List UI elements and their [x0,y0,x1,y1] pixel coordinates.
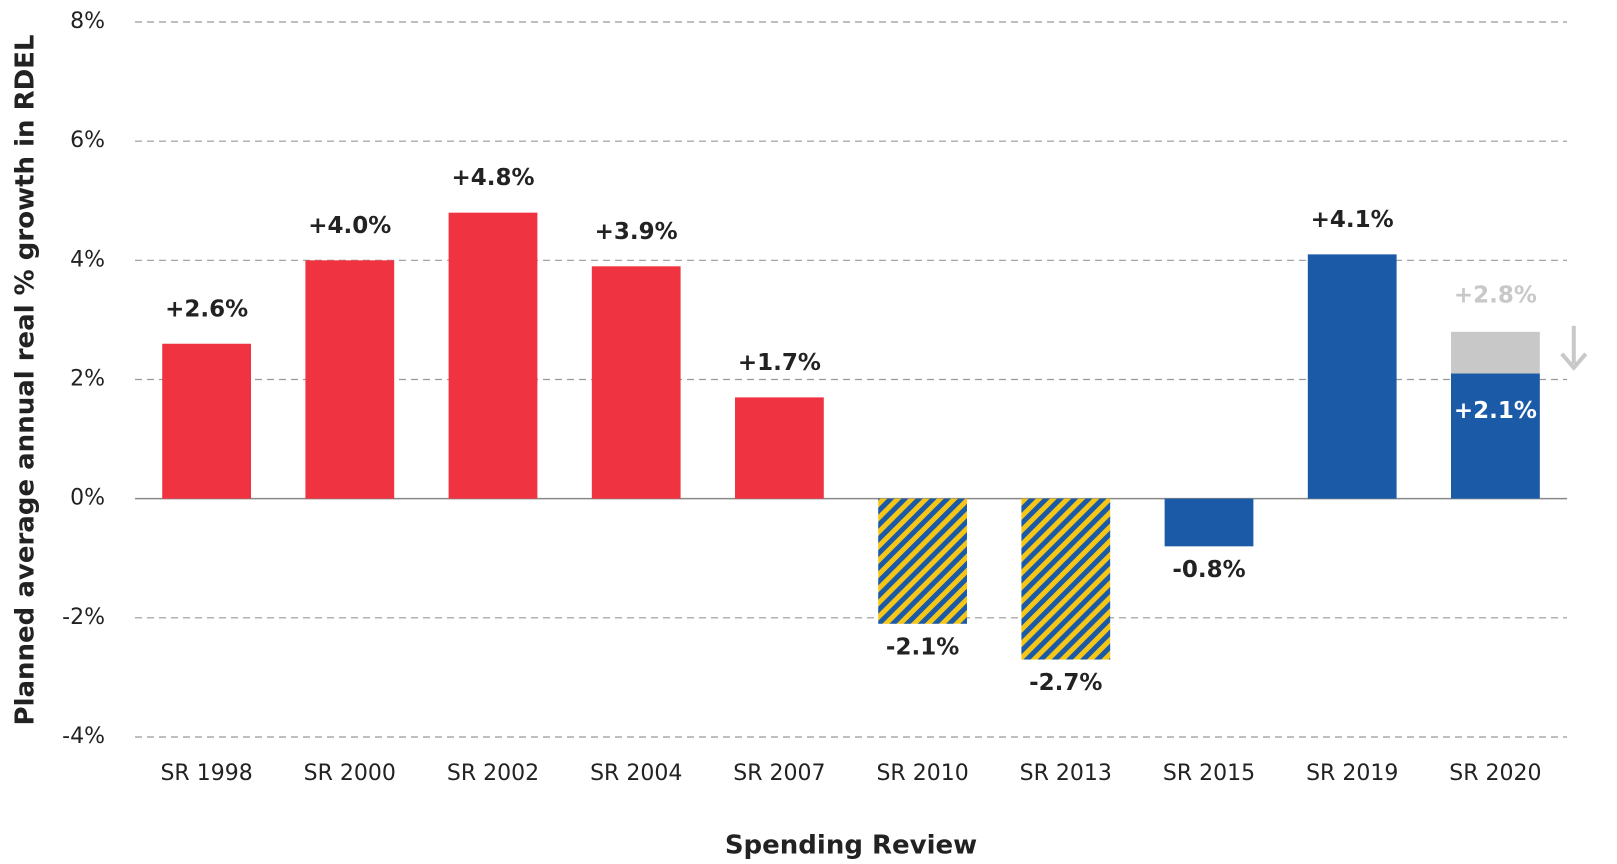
value-label: +4.0% [308,213,391,239]
y-tick-label: 4% [70,247,105,272]
bar [305,260,395,499]
x-tick-label: SR 2000 [304,761,396,786]
previous-value-label: +2.8% [1454,282,1537,308]
y-tick-label: 8% [70,9,105,34]
bar [448,212,538,499]
bar [1451,373,1540,499]
bar [1164,498,1254,547]
bar [1021,498,1111,660]
x-tick-label: SR 2010 [876,761,968,786]
value-label: +4.1% [1311,207,1394,233]
x-tick-label: SR 2007 [733,761,825,786]
value-label: +2.6% [165,296,248,322]
value-label: +4.8% [451,165,534,191]
value-label: +1.7% [738,350,821,376]
y-tick-label: -2% [62,605,105,630]
x-tick-label: SR 2019 [1306,761,1398,786]
arrow-head [1560,352,1588,371]
x-tick-label: SR 2015 [1163,761,1255,786]
y-tick-label: -4% [62,724,105,749]
x-tick-label: SR 2013 [1020,761,1112,786]
value-label: +2.1% [1454,398,1537,424]
bar [878,498,967,624]
y-tick-label: 0% [70,486,105,511]
value-label: -2.7% [1029,670,1102,696]
bar [591,266,681,499]
value-label: -0.8% [1172,557,1245,583]
bar [735,397,824,499]
x-axis-title: Spending Review [725,831,977,861]
value-label: +3.9% [595,219,678,245]
x-tick-label: SR 1998 [160,761,252,786]
x-tick-label: SR 2020 [1449,761,1541,786]
y-tick-label: 2% [70,367,105,392]
y-axis-title: Planned average annual real % growth in … [11,35,41,726]
x-tick-label: SR 2004 [590,761,682,786]
bar [1307,254,1397,499]
x-tick-label: SR 2002 [447,761,539,786]
value-label: -2.1% [886,634,959,660]
bar [162,343,251,499]
y-tick-label: 6% [70,128,105,153]
